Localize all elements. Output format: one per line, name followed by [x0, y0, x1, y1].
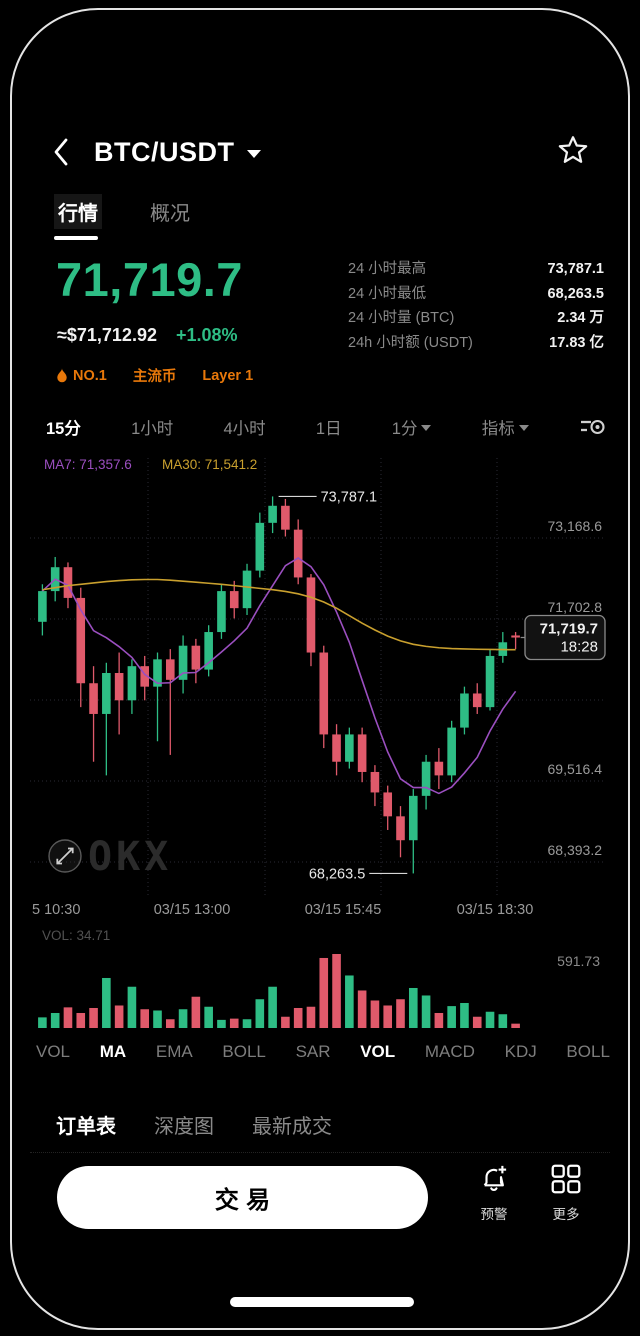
stat-value: 17.83 亿: [549, 334, 604, 351]
order-tab-最新成交[interactable]: 最新成交: [252, 1116, 332, 1138]
stat-row: 24 小时最高 73,787.1: [348, 257, 604, 282]
order-section-tabs: 订单表 深度图 最新成交: [56, 1110, 332, 1139]
timeframe-4小时[interactable]: 4小时: [223, 420, 266, 438]
header: BTC/USDT: [52, 130, 588, 174]
order-tab-订单表[interactable]: 订单表: [56, 1116, 116, 1138]
more-label: 更多: [552, 1207, 580, 1222]
caret-down-icon: [421, 425, 432, 431]
stat-label: 24h 小时额 (USDT): [348, 334, 473, 351]
price-subline: ≈$71,712.92 +1.08%: [57, 325, 238, 346]
stat-value: 73,787.1: [547, 261, 604, 277]
tab-概况[interactable]: 概况: [150, 203, 190, 225]
timeframe-15分[interactable]: 15分: [46, 420, 81, 438]
annotations: 73,787.1 68,263.5: [278, 489, 408, 882]
indicator-tab-VOL[interactable]: VOL: [36, 1042, 71, 1061]
indicator-tab-BOLL[interactable]: BOLL: [566, 1042, 610, 1061]
indicator-tab-KDJ[interactable]: KDJ: [504, 1042, 537, 1061]
order-tab-深度图[interactable]: 深度图: [154, 1116, 214, 1138]
tab-行情[interactable]: 行情: [54, 194, 102, 229]
ma7-legend: MA7: 71,357.6: [44, 457, 132, 472]
svg-text:69,516.4: 69,516.4: [548, 761, 603, 777]
okx-watermark: OKX: [88, 834, 172, 880]
stat-label: 24 小时最高: [348, 261, 427, 277]
svg-text:5 10:30: 5 10:30: [32, 902, 80, 918]
indicator-tab-EMA[interactable]: EMA: [155, 1042, 193, 1061]
token-badges: NO.1 主流币 Layer 1: [56, 365, 253, 386]
flame-icon: [57, 367, 67, 382]
back-icon[interactable]: [52, 137, 78, 167]
stat-value: 2.34 万: [557, 310, 604, 326]
svg-text:71,719.7: 71,719.7: [540, 621, 598, 638]
svg-text:03/15 15:45: 03/15 15:45: [305, 902, 382, 918]
home-indicator: [230, 1297, 414, 1307]
badge-NO.1[interactable]: NO.1: [56, 367, 107, 384]
stat-label: 24 小时量 (BTC): [348, 310, 455, 326]
timeframe-1小时[interactable]: 1小时: [131, 420, 174, 438]
timeframe-指标[interactable]: 指标: [482, 415, 529, 439]
svg-text:68,393.2: 68,393.2: [548, 842, 603, 858]
price-change-pct: +1.08%: [175, 325, 238, 345]
indicator-tab-VOL[interactable]: VOL: [360, 1042, 396, 1061]
vol-current-label: VOL: 34.71: [42, 928, 110, 943]
badge-Layer 1[interactable]: Layer 1: [202, 367, 254, 384]
stat-row: 24h 小时额 (USDT) 17.83 亿: [348, 331, 604, 356]
more-button[interactable]: 更多: [538, 1164, 594, 1223]
indicator-tabs: VOL MA EMA BOLL SAR VOL MACD KDJ BOLL: [36, 1042, 610, 1062]
caret-down-icon: [518, 425, 529, 431]
trade-button[interactable]: 交易: [57, 1166, 428, 1229]
indicator-tab-BOLL[interactable]: BOLL: [222, 1042, 266, 1061]
timeframe-1分[interactable]: 1分: [392, 415, 432, 439]
candlestick-chart[interactable]: 73,168.6 71,702.8 69,516.4 68,393.2 OKX MA7: …: [30, 450, 610, 922]
vol-max-label: 591.73: [557, 953, 600, 969]
stats-list: 24 小时最高 73,787.1 24 小时最低 68,263.5 24 小时量 (BT…: [348, 257, 604, 355]
ma7-line: [41, 556, 517, 795]
last-price: 71,719.7: [56, 253, 243, 306]
candles-group: [38, 496, 520, 874]
pair-title[interactable]: BTC/USDT: [94, 136, 235, 167]
grid-icon: [551, 1164, 581, 1199]
svg-text:71,702.8: 71,702.8: [548, 599, 603, 615]
stat-value: 68,263.5: [547, 285, 604, 302]
alert-button[interactable]: 预警: [466, 1164, 522, 1223]
volume-bars: [38, 954, 520, 1028]
stat-row: 24 小时最低 68,263.5: [348, 282, 604, 307]
timeframe-1日[interactable]: 1日: [315, 420, 342, 438]
badge-主流币[interactable]: 主流币: [132, 369, 177, 385]
svg-text:73,168.6: 73,168.6: [548, 518, 603, 534]
indicator-settings-icon[interactable]: [579, 416, 606, 438]
svg-text:03/15 13:00: 03/15 13:00: [154, 902, 231, 918]
ma30-line: [42, 578, 516, 651]
stat-label: 24 小时最低: [348, 285, 427, 302]
svg-text:73,787.1: 73,787.1: [321, 489, 377, 505]
ma30-legend: MA30: 71,541.2: [162, 457, 257, 472]
divider: [30, 1152, 610, 1153]
pair-dropdown-caret-icon[interactable]: [246, 146, 261, 164]
timeframe-bar: 15分 1小时 4小时 1日 1分 指标: [46, 415, 606, 439]
expand-chart-icon: [48, 839, 82, 873]
active-tab-underline: [54, 236, 98, 240]
volume-chart[interactable]: VOL: 34.71 591.73: [30, 922, 610, 1040]
indicator-tab-SAR[interactable]: SAR: [295, 1042, 331, 1061]
bell-plus-icon: [479, 1164, 509, 1199]
indicator-tab-MACD[interactable]: MACD: [424, 1042, 475, 1061]
svg-text:03/15 18:30: 03/15 18:30: [457, 902, 534, 918]
stat-row: 24 小时量 (BTC) 2.34 万: [348, 306, 604, 331]
svg-text:68,263.5: 68,263.5: [309, 866, 365, 882]
favorite-star-icon[interactable]: [558, 135, 588, 169]
last-price-badge: 71,719.718:28: [524, 614, 606, 661]
page-tabs: 行情 概况: [54, 194, 194, 229]
fiat-price: ≈$71,712.92: [57, 325, 157, 345]
svg-text:18:28: 18:28: [560, 639, 598, 656]
alert-label: 预警: [480, 1207, 508, 1222]
indicator-tab-MA[interactable]: MA: [99, 1042, 127, 1061]
